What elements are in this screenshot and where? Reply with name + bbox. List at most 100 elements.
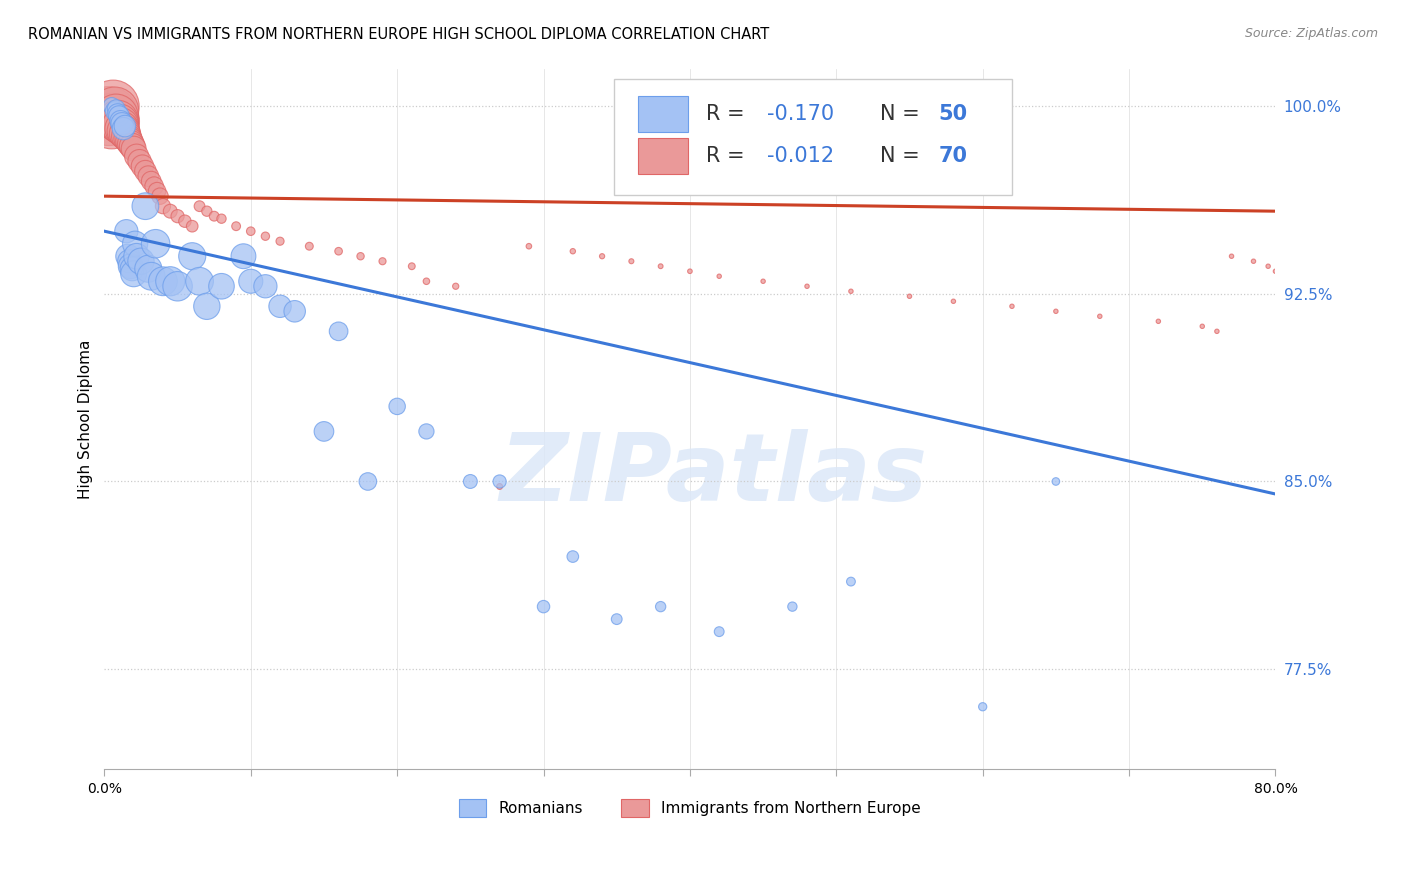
Point	[105, 109, 128, 123]
Point	[110, 114, 132, 128]
Point	[709, 269, 731, 284]
Point	[121, 261, 143, 276]
Point	[1191, 319, 1213, 334]
Point	[159, 274, 181, 288]
Text: 70: 70	[938, 146, 967, 166]
Point	[108, 117, 131, 131]
Point	[152, 274, 174, 288]
Point	[488, 475, 510, 489]
Point	[134, 164, 156, 178]
Point	[107, 106, 129, 120]
Point	[118, 254, 141, 268]
Point	[120, 259, 142, 273]
Point	[112, 124, 135, 138]
Point	[1206, 324, 1229, 338]
Point	[225, 219, 247, 234]
Point	[385, 400, 408, 414]
Point	[211, 211, 233, 226]
Point	[709, 624, 731, 639]
Point	[100, 99, 122, 113]
Point	[111, 117, 134, 131]
Point	[620, 254, 643, 268]
Point	[115, 224, 138, 238]
Point	[114, 119, 136, 133]
Point	[839, 285, 862, 299]
Text: 50: 50	[938, 104, 967, 124]
Point	[606, 612, 628, 626]
Point	[488, 479, 510, 493]
Point	[174, 214, 197, 228]
Point	[195, 299, 218, 313]
Text: ZIPatlas: ZIPatlas	[499, 429, 928, 521]
Point	[100, 114, 122, 128]
Point	[972, 699, 994, 714]
Point	[415, 425, 437, 439]
Legend: Romanians, Immigrants from Northern Europe: Romanians, Immigrants from Northern Euro…	[451, 792, 928, 825]
Point	[141, 269, 163, 284]
Point	[101, 99, 124, 113]
Point	[312, 425, 335, 439]
Point	[108, 109, 131, 123]
Point	[122, 142, 145, 156]
Point	[125, 249, 148, 263]
Point	[111, 121, 134, 136]
Point	[202, 209, 225, 223]
Point	[110, 119, 132, 133]
Point	[211, 279, 233, 293]
Point	[122, 267, 145, 281]
Point	[357, 475, 380, 489]
Point	[839, 574, 862, 589]
Text: R =: R =	[706, 146, 752, 166]
Point	[650, 259, 672, 273]
Point	[1257, 259, 1279, 273]
Text: N =: N =	[880, 146, 927, 166]
Point	[143, 179, 166, 194]
Point	[1243, 254, 1265, 268]
Text: -0.170: -0.170	[768, 104, 834, 124]
Point	[166, 279, 188, 293]
Point	[152, 199, 174, 213]
Point	[117, 249, 139, 263]
Point	[105, 102, 128, 116]
Point	[188, 274, 211, 288]
Point	[166, 209, 188, 223]
Point	[349, 249, 371, 263]
Point	[1147, 314, 1170, 328]
Point	[254, 279, 277, 293]
Point	[650, 599, 672, 614]
Point	[115, 129, 138, 144]
Point	[195, 204, 218, 219]
FancyBboxPatch shape	[638, 138, 688, 174]
Point	[517, 239, 540, 253]
Point	[1001, 299, 1024, 313]
Point	[159, 204, 181, 219]
Point	[188, 199, 211, 213]
Point	[118, 134, 141, 148]
Point	[942, 294, 965, 309]
Point	[121, 139, 143, 153]
Point	[796, 279, 818, 293]
Point	[679, 264, 702, 278]
Point	[134, 199, 156, 213]
Point	[117, 131, 139, 145]
Text: R =: R =	[706, 104, 752, 124]
Point	[561, 549, 583, 564]
Point	[328, 244, 350, 259]
Point	[146, 184, 169, 198]
Point	[136, 261, 159, 276]
Point	[232, 249, 254, 263]
Point	[128, 154, 150, 169]
Point	[112, 121, 135, 136]
Point	[181, 219, 204, 234]
Point	[239, 224, 262, 238]
Point	[328, 324, 350, 338]
Point	[254, 229, 277, 244]
Point	[239, 274, 262, 288]
Point	[752, 274, 775, 288]
Point	[1088, 310, 1111, 324]
Point	[284, 304, 307, 318]
Point	[1264, 264, 1286, 278]
Point	[401, 259, 423, 273]
Point	[561, 244, 583, 259]
Point	[371, 254, 394, 268]
